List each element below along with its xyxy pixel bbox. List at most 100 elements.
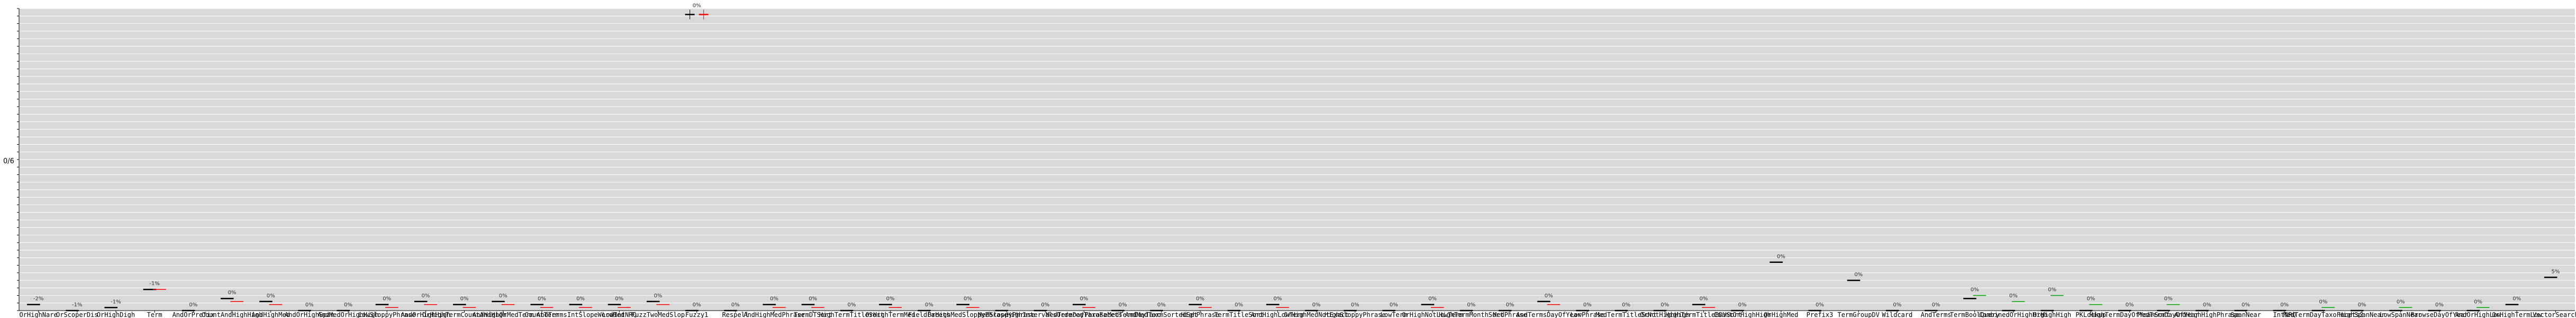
x-tick-label: OrHighMed xyxy=(1764,311,1798,318)
x-tick-label: Prefix3 xyxy=(1807,311,1834,318)
percent-label: -1% xyxy=(149,281,159,287)
x-tick-label: AndTermsIntSlopeWordMed xyxy=(537,311,624,318)
x-tick-label: OrScoperDis xyxy=(56,311,98,318)
x-tick-label: AndOrHighSpan xyxy=(285,311,334,318)
x-tick-label: AndOrHighHigh xyxy=(401,311,450,318)
percent-label: 0% xyxy=(964,296,972,302)
x-tick-label: TermGroupDV xyxy=(1837,311,1879,318)
x-tick-label: MedTermDayTaxoFacets2 xyxy=(2283,311,2363,318)
percent-label: 0% xyxy=(1196,296,1204,302)
x-tick-label: AndHighMedPhrase xyxy=(743,311,805,318)
percent-label: 0% xyxy=(2435,302,2444,308)
percent-label: 0% xyxy=(2164,296,2173,302)
x-tick-label: CountTerm xyxy=(524,311,559,318)
x-tick-label: OrHighMedSloppyPhrase xyxy=(928,311,1008,318)
percent-label: 0% xyxy=(1738,302,1747,308)
percent-label: 0% xyxy=(538,296,546,302)
outlier-label: 0% xyxy=(693,3,701,8)
percent-label: 0% xyxy=(576,296,585,302)
percent-label: -1% xyxy=(111,299,121,305)
percent-label: 0% xyxy=(1390,302,1398,308)
percent-label: 0% xyxy=(383,296,391,302)
x-tick-label: MedTermTitleSort xyxy=(1595,311,1657,318)
x-tick-label: Fuzzy1 xyxy=(685,311,708,318)
percent-label: 0% xyxy=(654,293,663,299)
percent-label: 5% xyxy=(2551,269,2560,275)
percent-label: 0% xyxy=(1041,302,1049,308)
percent-label: -2% xyxy=(33,296,43,302)
x-tick-label: HighSloppyPhrase xyxy=(1325,311,1386,318)
x-tick-label: MedTermDayTaxoFacets xyxy=(1046,311,1122,318)
percent-label: 0% xyxy=(1854,272,1863,278)
x-tick-label: CountAndHighHigh xyxy=(202,311,263,318)
x-tick-label: MedTermDayOfYear xyxy=(2138,311,2199,318)
x-tick-label: OrHighMedNotExact xyxy=(1284,311,1349,318)
x-tick-label: HighIntervalsOrdered xyxy=(1007,311,1084,318)
percent-label: 0% xyxy=(189,302,197,308)
x-tick-label: IntNRQ xyxy=(2273,311,2296,318)
percent-label: 0% xyxy=(1467,302,1475,308)
x-tick-label: TermTitleSort xyxy=(1214,311,1264,318)
x-tick-label: FuzzTwoMedSlop xyxy=(631,311,685,318)
x-tick-label: HighTermMonthSort xyxy=(1439,311,1504,318)
percent-label: 0% xyxy=(1351,302,1359,308)
percent-label: 0% xyxy=(460,296,469,302)
percent-label: 0% xyxy=(1661,302,1669,308)
percent-label: 0% xyxy=(731,302,740,308)
percent-label: 0% xyxy=(2512,296,2521,302)
percent-label: 0% xyxy=(1893,302,1901,308)
x-tick-label: PhraseMedTermDayTaxo xyxy=(1084,311,1161,318)
percent-label: 0% xyxy=(2242,302,2250,308)
percent-label: 0% xyxy=(2319,299,2327,305)
percent-label: 0% xyxy=(2203,302,2211,308)
x-tick-label: MedSloppyPhrase xyxy=(978,311,1035,318)
percent-label: 0% xyxy=(2009,293,2018,299)
percent-label: 0% xyxy=(1428,296,1437,302)
x-tick-label: OrHighNare xyxy=(19,311,57,318)
x-tick-label: HighPhrase xyxy=(1181,311,1219,318)
y-axis xyxy=(17,8,20,311)
x-tick-label: VectorSearch xyxy=(2533,311,2576,318)
percent-label: 0% xyxy=(1506,302,1514,308)
percent-label: 0% xyxy=(693,302,701,308)
percent-label: 0% xyxy=(1777,254,1785,260)
x-tick-label: LowIntNRQ xyxy=(602,311,637,318)
x-tick-label: OrHighNotLowTerm xyxy=(1402,311,1463,318)
x-tick-label: BrowseDayOfYear xyxy=(2411,311,2468,318)
percent-label: 0% xyxy=(1273,296,1282,302)
percent-label: 0% xyxy=(2280,302,2289,308)
x-tick-label: HighSpanNear xyxy=(2339,311,2385,318)
x-tick-label: LowSpanNear xyxy=(2380,311,2421,318)
percent-label: 0% xyxy=(1545,293,1553,299)
percent-label: 0% xyxy=(1583,302,1592,308)
x-tick-label: LowSloppyPhrase xyxy=(358,311,415,318)
percent-label: 0% xyxy=(305,302,314,308)
percent-label: 0% xyxy=(1971,287,1979,293)
percent-label: 0% xyxy=(1699,296,1708,302)
x-tick-label: LowPhrase xyxy=(1570,311,1604,318)
x-tick-label: AndHighHighPhrase xyxy=(2174,311,2239,318)
percent-label: 0% xyxy=(2125,302,2134,308)
percent-label: 0% xyxy=(1235,302,1243,308)
x-tick-label: FieldFacets xyxy=(908,311,950,318)
percent-label: 0% xyxy=(421,293,430,299)
percent-label: 0% xyxy=(2087,296,2095,302)
x-tick-label: AndMedTermSortedSet xyxy=(1125,311,1198,318)
percent-label: 0% xyxy=(1622,302,1630,308)
percent-label: 0% xyxy=(925,302,933,308)
x-tick-label: OrHighTermLow xyxy=(2492,311,2542,318)
percent-label: 0% xyxy=(2474,299,2482,305)
percent-label: 0% xyxy=(1080,296,1089,302)
x-tick-label: OrNotHighHigh xyxy=(1640,311,1690,318)
x-tick-label: AndOrPrefix xyxy=(173,311,214,318)
x-tick-label: CountOrHighHigh xyxy=(1713,311,1771,318)
x-tick-label: OrHighTermCountAndHigh xyxy=(422,311,506,318)
x-tick-label: MedPhrase xyxy=(1493,311,1527,318)
x-tick-label: CombinedOrHighHigh xyxy=(1979,311,2048,318)
percent-label: 0% xyxy=(809,296,817,302)
x-tick-label: HighTermDayOfYearSort xyxy=(2090,311,2170,318)
percent-label: 0% xyxy=(228,290,237,296)
percent-label: 0% xyxy=(886,296,895,302)
percent-label: 0% xyxy=(499,293,507,299)
